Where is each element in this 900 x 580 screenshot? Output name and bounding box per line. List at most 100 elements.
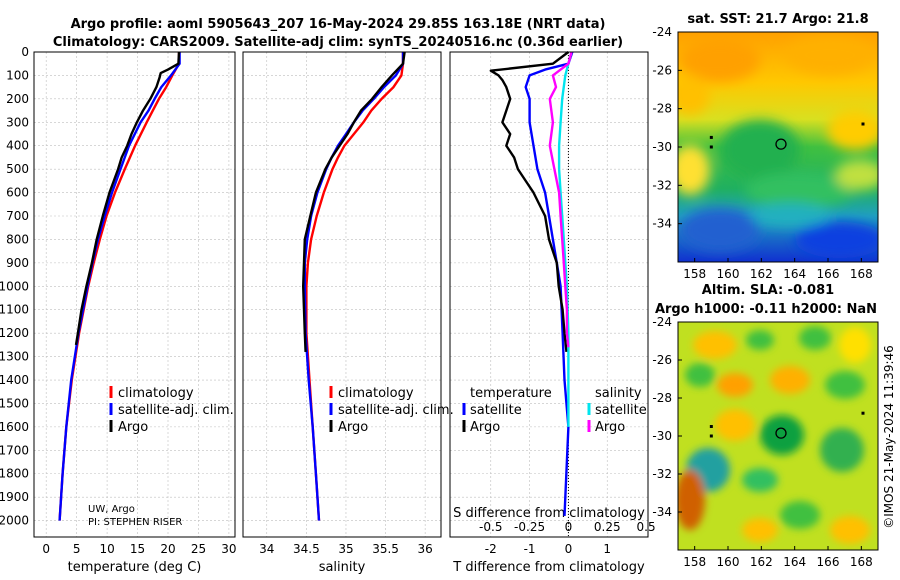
x-tick-label: 35.5 bbox=[372, 542, 399, 556]
pi-note: PI: STEPHEN RISER bbox=[88, 517, 182, 528]
series-line-t-argo bbox=[489, 51, 570, 353]
sla-map-axes: 158 160 162 164 166 168 -24 -26 -28 -30 -32 -34 bbox=[652, 315, 872, 569]
x-tick-label: 36 bbox=[418, 542, 433, 556]
depth-tick-label: 1300 bbox=[0, 350, 29, 364]
sst-map-axes: 158 160 162 164 166 168 -24 -26 -28 -30 -32 -34 bbox=[652, 25, 872, 281]
map-x-tick-label: 166 bbox=[817, 267, 840, 281]
x2-axis-label: S difference from climatology bbox=[453, 506, 645, 521]
depth-tick-label: 300 bbox=[6, 115, 29, 129]
series-line-argo bbox=[302, 51, 406, 352]
map-x-tick-label: 164 bbox=[783, 555, 806, 569]
map-y-tick-label: -28 bbox=[652, 391, 672, 405]
x-tick-label: 34 bbox=[259, 542, 274, 556]
depth-tick-label: 800 bbox=[6, 232, 29, 246]
depth-tick-label: 600 bbox=[6, 186, 29, 200]
x-tick-label: -2 bbox=[485, 542, 497, 556]
figure-title-line2: Climatology: CARS2009. Satellite-adj cli… bbox=[53, 35, 623, 50]
data-source-note: UW, Argo bbox=[88, 504, 135, 515]
series-line-argo bbox=[74, 51, 181, 346]
depth-tick-label: 2000 bbox=[0, 514, 29, 528]
depth-tick-label: 1500 bbox=[0, 396, 29, 410]
series-line-s-satellite bbox=[557, 51, 573, 427]
x-tick-label: 0 bbox=[42, 542, 50, 556]
series-line-satellite-adj-clim- bbox=[58, 52, 181, 521]
x-axis-label: salinity bbox=[319, 560, 366, 575]
x-tick-label: 1 bbox=[603, 542, 611, 556]
map-x-tick-label: 164 bbox=[783, 267, 806, 281]
difference-legend: temperature salinity satellite Argo sate… bbox=[462, 386, 647, 435]
map-y-tick-label: -34 bbox=[652, 505, 672, 519]
legend-sal-climatology-label: climatology bbox=[338, 386, 414, 401]
nearby-float-dot bbox=[861, 411, 865, 415]
x-tick-label: 30 bbox=[221, 542, 236, 556]
legend-t-satellite-label: satellite bbox=[470, 403, 522, 418]
depth-tick-label: 1100 bbox=[0, 303, 29, 317]
salinity-panel: 34 34.5 35 35.5 36 salinity bbox=[242, 51, 442, 575]
sla-map-subtitle: Argo h1000: -0.11 h2000: NaN bbox=[655, 302, 877, 317]
x-tick-label: 25 bbox=[191, 542, 206, 556]
x-tick-label: 34.5 bbox=[293, 542, 320, 556]
map-y-tick-label: -26 bbox=[652, 353, 672, 367]
map-x-tick-label: 166 bbox=[817, 555, 840, 569]
legend-s-argo-label: Argo bbox=[595, 420, 625, 435]
depth-tick-label: 700 bbox=[6, 209, 29, 223]
map-x-tick-label: 168 bbox=[850, 555, 873, 569]
map-y-tick-label: -34 bbox=[652, 217, 672, 231]
x-axis-label: T difference from climatology bbox=[452, 560, 645, 575]
profile-location-marker bbox=[775, 138, 787, 150]
depth-tick-label: 1200 bbox=[0, 326, 29, 340]
legend-satellite-label: satellite-adj. clim. bbox=[118, 403, 234, 418]
x-tick-label: 20 bbox=[160, 542, 175, 556]
temperature-legend: climatology satellite-adj. clim. Argo bbox=[109, 386, 234, 435]
map-x-tick-label: 158 bbox=[683, 555, 706, 569]
depth-tick-label: 1000 bbox=[0, 279, 29, 293]
x-tick-label: -1 bbox=[524, 542, 536, 556]
series-line-t-satellite bbox=[524, 51, 574, 516]
x2-tick-label: 0.5 bbox=[637, 520, 656, 534]
panel-frame bbox=[242, 51, 442, 538]
salinity-legend: climatology satellite-adj. clim. Argo bbox=[329, 386, 454, 435]
nearby-float-dot bbox=[709, 135, 713, 139]
map-y-tick-label: -32 bbox=[652, 178, 672, 192]
map-y-tick-label: -26 bbox=[652, 63, 672, 77]
map-y-tick-label: -24 bbox=[652, 315, 672, 329]
depth-tick-label: 900 bbox=[6, 256, 29, 270]
sst-map-title: sat. SST: 21.7 Argo: 21.8 bbox=[687, 12, 868, 27]
depth-tick-label: 100 bbox=[6, 68, 29, 82]
depth-tick-label: 1600 bbox=[0, 420, 29, 434]
legend-argo-label: Argo bbox=[118, 420, 148, 435]
legend-sal-argo-label: Argo bbox=[338, 420, 368, 435]
legend-sal-satellite-label: satellite-adj. clim. bbox=[338, 403, 454, 418]
map-y-tick-label: -30 bbox=[652, 140, 672, 154]
depth-tick-label: 1400 bbox=[0, 373, 29, 387]
map-y-tick-label: -30 bbox=[652, 429, 672, 443]
panel-frame bbox=[33, 51, 236, 538]
map-x-tick-label: 162 bbox=[750, 267, 773, 281]
map-y-tick-label: -32 bbox=[652, 467, 672, 481]
map-x-tick-label: 160 bbox=[717, 555, 740, 569]
sla-map-image bbox=[678, 322, 878, 550]
depth-tick-label: 1900 bbox=[0, 490, 29, 504]
x2-tick-label: -0.25 bbox=[514, 520, 545, 534]
depth-tick-label: 500 bbox=[6, 162, 29, 176]
x-tick-label: 0 bbox=[565, 542, 573, 556]
map-x-tick-label: 160 bbox=[717, 267, 740, 281]
difference-panel: -2-101-0.5-0.2500.250.5S difference from… bbox=[449, 51, 656, 575]
imos-watermark: ©IMOS 21-May-2024 11:39:46 bbox=[882, 345, 896, 529]
nearby-float-dot bbox=[709, 434, 713, 438]
temperature-panel: 0 100 200 300 400 500 600 700 800 900 1000 1100 1200… bbox=[0, 45, 237, 575]
nearby-float-dot bbox=[861, 122, 865, 126]
x-axis-label: temperature (deg C) bbox=[68, 560, 202, 575]
depth-tick-label: 1800 bbox=[0, 467, 29, 481]
panel-frame bbox=[449, 51, 649, 538]
nearby-float-dot bbox=[709, 145, 713, 149]
sla-map-title: Altim. SLA: -0.081 bbox=[702, 283, 834, 298]
x-tick-label: 10 bbox=[99, 542, 114, 556]
depth-tick-label: 200 bbox=[6, 92, 29, 106]
map-x-tick-label: 168 bbox=[850, 267, 873, 281]
x2-tick-label: -0.5 bbox=[479, 520, 502, 534]
map-y-tick-label: -28 bbox=[652, 102, 672, 116]
depth-tick-label: 400 bbox=[6, 139, 29, 153]
map-x-tick-label: 158 bbox=[683, 267, 706, 281]
